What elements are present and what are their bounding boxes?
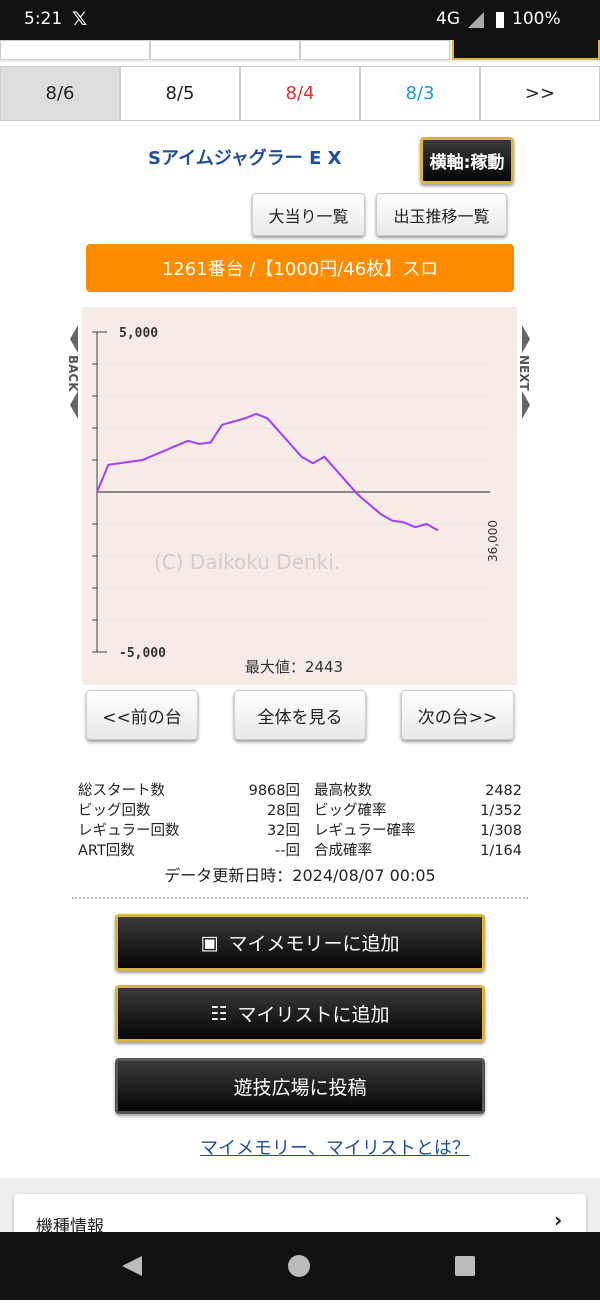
x-icon: 𝕏 xyxy=(72,8,88,30)
stat-value: 28回 xyxy=(267,803,300,819)
next-arrow xyxy=(522,325,530,419)
watermark: (C) Daikoku Denki. xyxy=(154,550,340,574)
stat-value: 1/352 xyxy=(480,803,522,819)
stat-label: ART回数 xyxy=(78,843,135,859)
stat-value: 1/164 xyxy=(480,843,522,859)
machine-name: Sアイムジャグラー E X xyxy=(148,148,342,169)
next-label: NEXT xyxy=(517,355,531,391)
y-tick-label: -5,000 xyxy=(119,646,166,661)
x-end-label: 36,000 xyxy=(486,520,500,562)
stat-label: 最高枚数 xyxy=(314,783,372,799)
tab[interactable]: 8/4 xyxy=(240,66,360,121)
stat-value: 1/308 xyxy=(480,823,522,839)
icon: ▣ xyxy=(200,931,219,954)
y-tick-label: 5,000 xyxy=(119,326,158,341)
stat-value: 32回 xyxy=(267,823,300,839)
button[interactable]: 出玉推移一覧 xyxy=(376,193,507,236)
banner: 1261番台 /【1000円/46枚】スロ xyxy=(86,244,514,292)
top-strip xyxy=(0,40,600,62)
tab[interactable]: 8/3 xyxy=(360,66,480,121)
help-link[interactable]: マイメモリー、マイリストとは？ xyxy=(200,1138,470,1159)
tab[interactable]: 8/6 xyxy=(0,66,120,121)
nav-bar xyxy=(0,1232,600,1300)
network: 4G xyxy=(436,9,460,29)
back-label: BACK xyxy=(66,355,80,392)
post-button[interactable]: 遊技広場に投稿 xyxy=(115,1058,485,1114)
plot-bg xyxy=(82,307,517,685)
list-button[interactable]: ☷ マイリストに追加 xyxy=(115,985,485,1042)
stat-label: 総スタート数 xyxy=(78,783,165,799)
battery: 100% xyxy=(512,9,561,29)
icon: ☷ xyxy=(210,1002,228,1025)
label: マイリストに追加 xyxy=(237,1004,390,1026)
back-arrow xyxy=(70,325,78,419)
button[interactable]: 大当り一覧 xyxy=(252,193,365,236)
stat-label: 合成確率 xyxy=(314,843,372,859)
section-bg: 機種情報 › xyxy=(0,1178,600,1244)
stat-label: ビッグ回数 xyxy=(78,803,151,819)
max-label: 最大値：2443 xyxy=(245,658,343,676)
memory-button[interactable]: ▣ マイメモリーに追加 xyxy=(115,914,485,971)
stat-label: ビッグ確率 xyxy=(314,803,387,819)
axis-toggle[interactable]: 横軸:稼動 xyxy=(420,137,514,184)
signal-icons xyxy=(468,12,504,28)
chevron: › xyxy=(554,1208,563,1232)
time: 5:21 xyxy=(24,9,63,29)
overview-button[interactable]: 全体を見る xyxy=(234,690,366,740)
separator xyxy=(72,897,528,899)
stat-label: レギュラー確率 xyxy=(314,823,416,839)
next-button[interactable]: 次の台>> xyxy=(401,690,514,740)
status-bar: 5:21 𝕏 4G 100% xyxy=(0,0,600,40)
label: マイメモリーに追加 xyxy=(228,933,400,955)
line-series xyxy=(96,412,439,532)
stat-value: 9868回 xyxy=(248,783,300,799)
stat-value: 2482 xyxy=(485,783,522,799)
chart: 5,000 -5,000 (C) Daikoku Denki. 36,000 最大値：2… xyxy=(66,307,531,685)
updated: データ更新日時：2024/08/07 00:05 xyxy=(164,866,436,885)
stat-label: レギュラー回数 xyxy=(78,823,180,839)
tab[interactable]: >> xyxy=(480,66,600,121)
stat-value: --回 xyxy=(275,843,300,859)
nav-icons xyxy=(122,1255,475,1277)
prev-button[interactable]: <<前の台 xyxy=(86,690,198,740)
tab[interactable]: 8/5 xyxy=(120,66,240,121)
